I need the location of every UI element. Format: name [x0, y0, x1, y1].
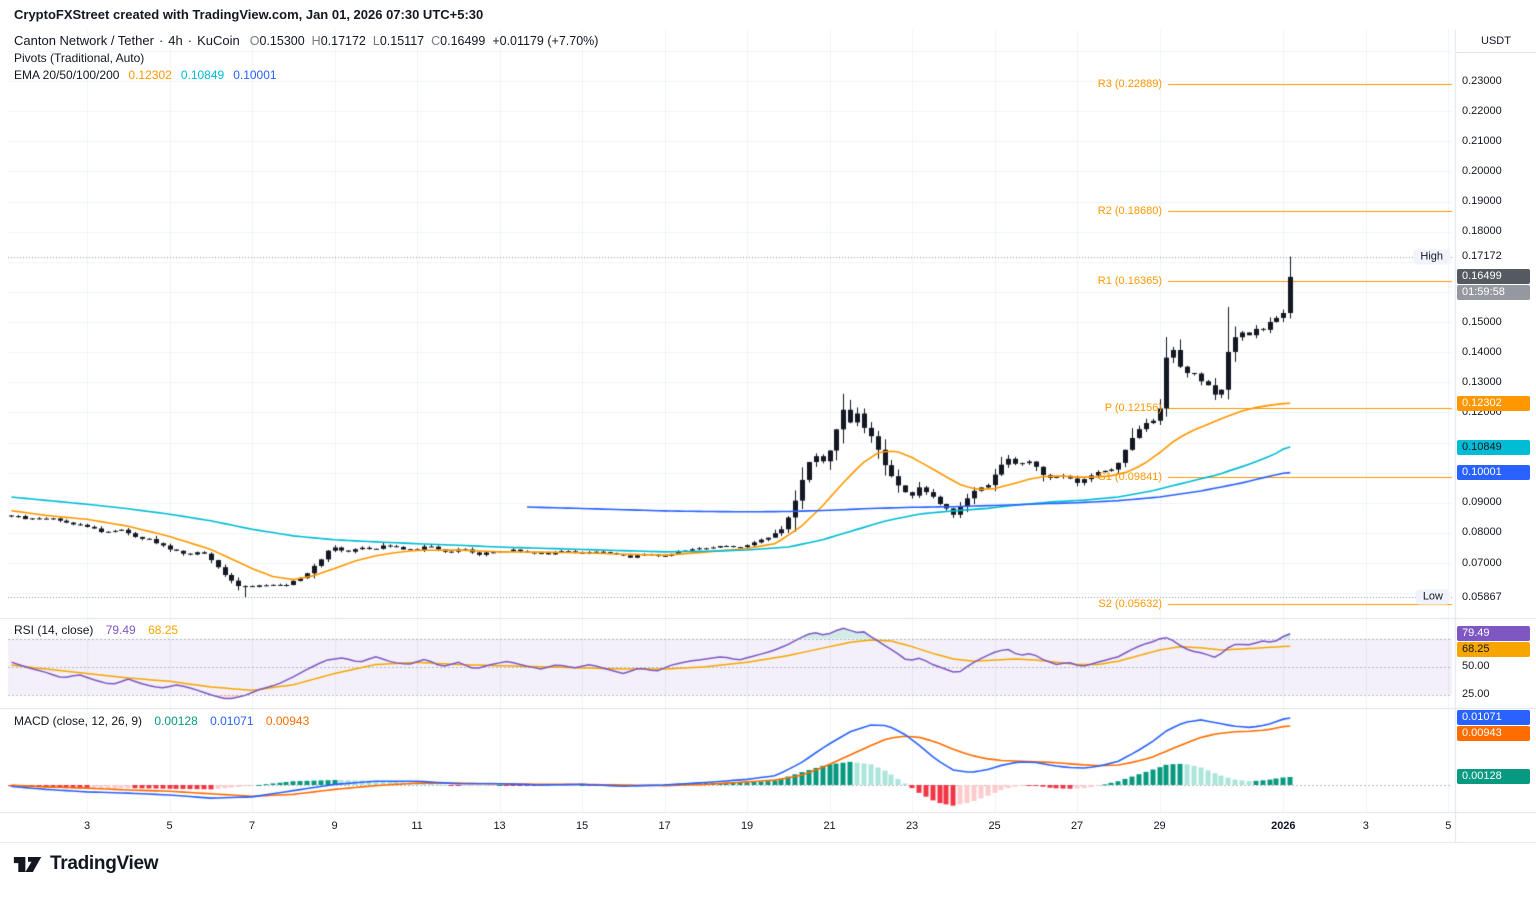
rsi-legend[interactable]: RSI (14, close) 79.49 68.25 [14, 623, 178, 637]
time-axis-label: 27 [1070, 820, 1084, 832]
price-axis-tick: 0.22000 [1462, 104, 1502, 117]
time-axis-label: 19 [740, 820, 754, 832]
time-axis[interactable]: 3 5 7 9 11 13 15 17 19 21 23 25 27 29 2026 3 5 [0, 812, 1536, 842]
price-axis-currency: USDT [1456, 30, 1536, 53]
time-axis-label: 15 [575, 820, 589, 832]
macd-title: MACD (close, 12, 26, 9) [14, 714, 143, 728]
price-axis-tick: 0.18000 [1462, 225, 1502, 238]
ema200-value: 0.10001 [233, 68, 277, 82]
time-axis-label: 2026 [1271, 820, 1296, 832]
symbol-title[interactable]: Canton Network / Tether · 4h · KuCoin [14, 33, 240, 48]
time-axis-label: 17 [658, 820, 671, 832]
low-price-label: 0.05867 [1462, 590, 1502, 603]
time-axis-label: 21 [823, 820, 836, 832]
rsi-title: RSI (14, close) [14, 623, 94, 637]
time-axis-label: 5 [166, 820, 173, 832]
time-axis-label: 5 [1445, 820, 1452, 832]
change-value: +0.01179 (+7.70%) [492, 34, 599, 48]
countdown-badge: 01:59:58 [1457, 285, 1530, 301]
price-axis-tick: 0.07000 [1462, 556, 1502, 569]
macd-hist-value: 0.00128 [154, 714, 198, 728]
tradingview-brand-text[interactable]: TradingView [50, 853, 159, 874]
ohlc-values: O0.15300 H0.17172 L0.15117 C0.16499 +0.01179… [249, 34, 599, 48]
price-axis-tick: 0.21000 [1462, 134, 1502, 147]
rsi-axis-tick: 50.00 [1462, 660, 1490, 673]
rsi-value: 79.49 [105, 623, 136, 637]
time-axis-label: 25 [988, 820, 1001, 832]
time-axis-label: 9 [331, 820, 338, 832]
time-axis-label: 7 [249, 820, 256, 832]
tradingview-logo-icon[interactable] [13, 851, 43, 877]
price-axis-tick: 0.19000 [1462, 195, 1502, 208]
macd-signal-badge: 0.00943 [1457, 726, 1530, 742]
rsi-value-badge: 79.49 [1457, 626, 1530, 642]
price-axis-tick: 0.14000 [1462, 345, 1502, 358]
rsi-ma-value-badge: 68.25 [1457, 642, 1530, 658]
time-axis-label: 23 [905, 820, 919, 832]
price-axis-tick: 0.15000 [1462, 315, 1502, 328]
ema-price-badge-0: 0.12302 [1457, 395, 1530, 411]
time-axis-label: 11 [411, 820, 423, 832]
time-axis-label: 3 [84, 820, 91, 832]
pivots-indicator-row[interactable]: Pivots (Traditional, Auto) [14, 51, 145, 65]
ema-price-badge-2: 0.10001 [1457, 465, 1530, 481]
time-axis-label: 3 [1362, 820, 1369, 832]
footer: TradingView [13, 851, 159, 877]
macd-line-badge: 0.01071 [1457, 710, 1530, 726]
price-axis-tick: 0.09000 [1462, 496, 1502, 509]
macd-legend[interactable]: MACD (close, 12, 26, 9) 0.00128 0.01071 … [14, 714, 309, 728]
ema20-value: 0.12302 [128, 68, 172, 82]
attribution-text: CryptoFXStreet created with TradingView.… [14, 7, 484, 22]
macd-hist-badge: 0.00128 [1457, 769, 1530, 785]
ema50-value: 0.10849 [180, 68, 225, 82]
macd-signal-value: 0.00943 [265, 714, 310, 728]
price-axis[interactable]: 0.240000.230000.220000.210000.200000.190… [1456, 30, 1536, 842]
price-axis-tick: 0.08000 [1462, 526, 1502, 539]
rsi-ma-value: 68.25 [148, 623, 179, 637]
price-axis-tick: 0.23000 [1462, 74, 1502, 87]
last-price-badge: 0.16499 [1457, 269, 1530, 285]
attribution-bar: CryptoFXStreet created with TradingView.… [14, 7, 483, 22]
ema-indicator-row[interactable]: EMA 20/50/100/200 0.12302 0.10849 0.10001 [14, 68, 277, 82]
price-axis-tick: 0.13000 [1462, 375, 1502, 388]
ema-price-badge-1: 0.10849 [1457, 439, 1530, 455]
symbol-legend: Canton Network / Tether · 4h · KuCoin O0.153… [14, 33, 605, 85]
macd-line-value: 0.01071 [210, 714, 254, 728]
price-axis-tick: 0.20000 [1462, 164, 1502, 177]
high-price-label: 0.17172 [1462, 250, 1502, 263]
rsi-axis-tick: 25.00 [1462, 688, 1490, 701]
time-axis-label: 13 [493, 820, 506, 832]
time-axis-label: 29 [1153, 820, 1166, 832]
